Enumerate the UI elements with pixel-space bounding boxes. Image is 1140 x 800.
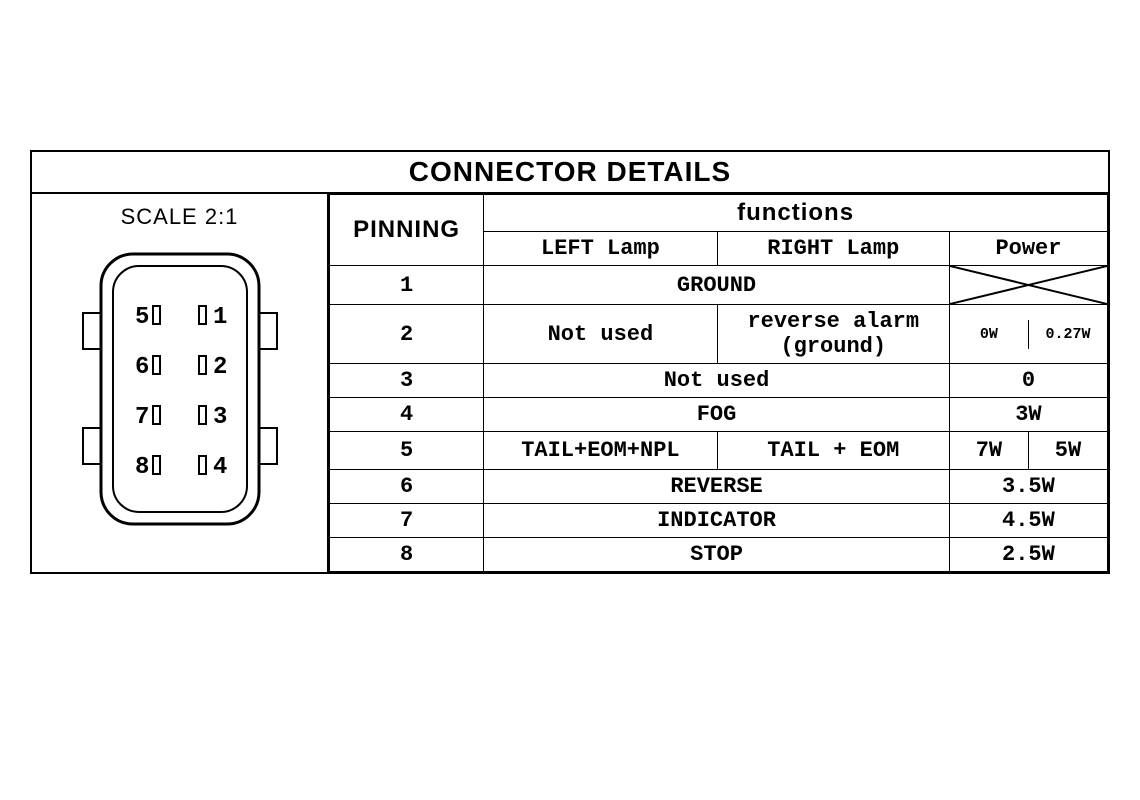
connector-details-panel: CONNECTOR DETAILS SCALE 2:1	[30, 150, 1110, 574]
pin-number: 8	[330, 538, 484, 572]
power-cell: 3W	[949, 398, 1107, 432]
table-row: 6REVERSE3.5W	[330, 470, 1108, 504]
left-lamp-cell: Not used	[484, 305, 717, 364]
power-cell: 3.5W	[949, 470, 1107, 504]
pin-number: 7	[330, 504, 484, 538]
function-cell: FOG	[484, 398, 950, 432]
table-row: 7INDICATOR4.5W	[330, 504, 1108, 538]
pin-label-3: 3	[213, 404, 227, 431]
power-cell: 7W5W	[949, 432, 1107, 470]
panel-title: CONNECTOR DETAILS	[32, 152, 1108, 194]
pin-number: 5	[330, 432, 484, 470]
pin-label-2: 2	[213, 354, 227, 381]
function-cell: GROUND	[484, 266, 950, 305]
power-cell: 4.5W	[949, 504, 1107, 538]
header-right-lamp: RIGHT Lamp	[717, 232, 949, 266]
left-lamp-cell: TAIL+EOM+NPL	[484, 432, 717, 470]
power-cell: 0W0.27W	[949, 305, 1107, 364]
pin-number: 6	[330, 470, 484, 504]
pin-label-5: 5	[135, 304, 149, 331]
function-cell: REVERSE	[484, 470, 950, 504]
pinning-table: PINNING functions LEFT Lamp RIGHT Lamp P…	[329, 194, 1108, 572]
pin-label-6: 6	[135, 354, 149, 381]
table-row: 3Not used0	[330, 364, 1108, 398]
table-row: 4FOG3W	[330, 398, 1108, 432]
table-row: 1GROUND	[330, 266, 1108, 305]
pin-number: 3	[330, 364, 484, 398]
function-cell: Not used	[484, 364, 950, 398]
power-right: 0.27W	[1029, 320, 1107, 349]
right-lamp-cell: TAIL + EOM	[717, 432, 949, 470]
table-row: 2Not usedreverse alarm(ground)0W0.27W	[330, 305, 1108, 364]
pin-label-7: 7	[135, 404, 149, 431]
pin-number: 1	[330, 266, 484, 305]
power-left: 0W	[950, 320, 1029, 349]
function-cell: STOP	[484, 538, 950, 572]
table-row: 8STOP2.5W	[330, 538, 1108, 572]
power-right: 5W	[1029, 432, 1107, 469]
header-functions: functions	[484, 195, 1108, 232]
power-cell: 0	[949, 364, 1107, 398]
header-left-lamp: LEFT Lamp	[484, 232, 717, 266]
pin-label-8: 8	[135, 454, 149, 481]
pin-number: 2	[330, 305, 484, 364]
header-power: Power	[949, 232, 1107, 266]
pin-number: 4	[330, 398, 484, 432]
power-cell: 2.5W	[949, 538, 1107, 572]
power-cell	[949, 266, 1107, 305]
table-row: 5TAIL+EOM+NPLTAIL + EOM7W5W	[330, 432, 1108, 470]
pin-label-4: 4	[213, 454, 227, 481]
power-left: 7W	[950, 432, 1029, 469]
pin-label-1: 1	[213, 304, 227, 331]
right-lamp-cell: reverse alarm(ground)	[717, 305, 949, 364]
connector-icon: 5 6 7 8 1 2 3 4	[65, 248, 295, 548]
connector-diagram-region: SCALE 2:1	[32, 194, 329, 572]
function-cell: INDICATOR	[484, 504, 950, 538]
scale-label: SCALE 2:1	[121, 204, 239, 230]
header-pinning: PINNING	[330, 195, 484, 266]
